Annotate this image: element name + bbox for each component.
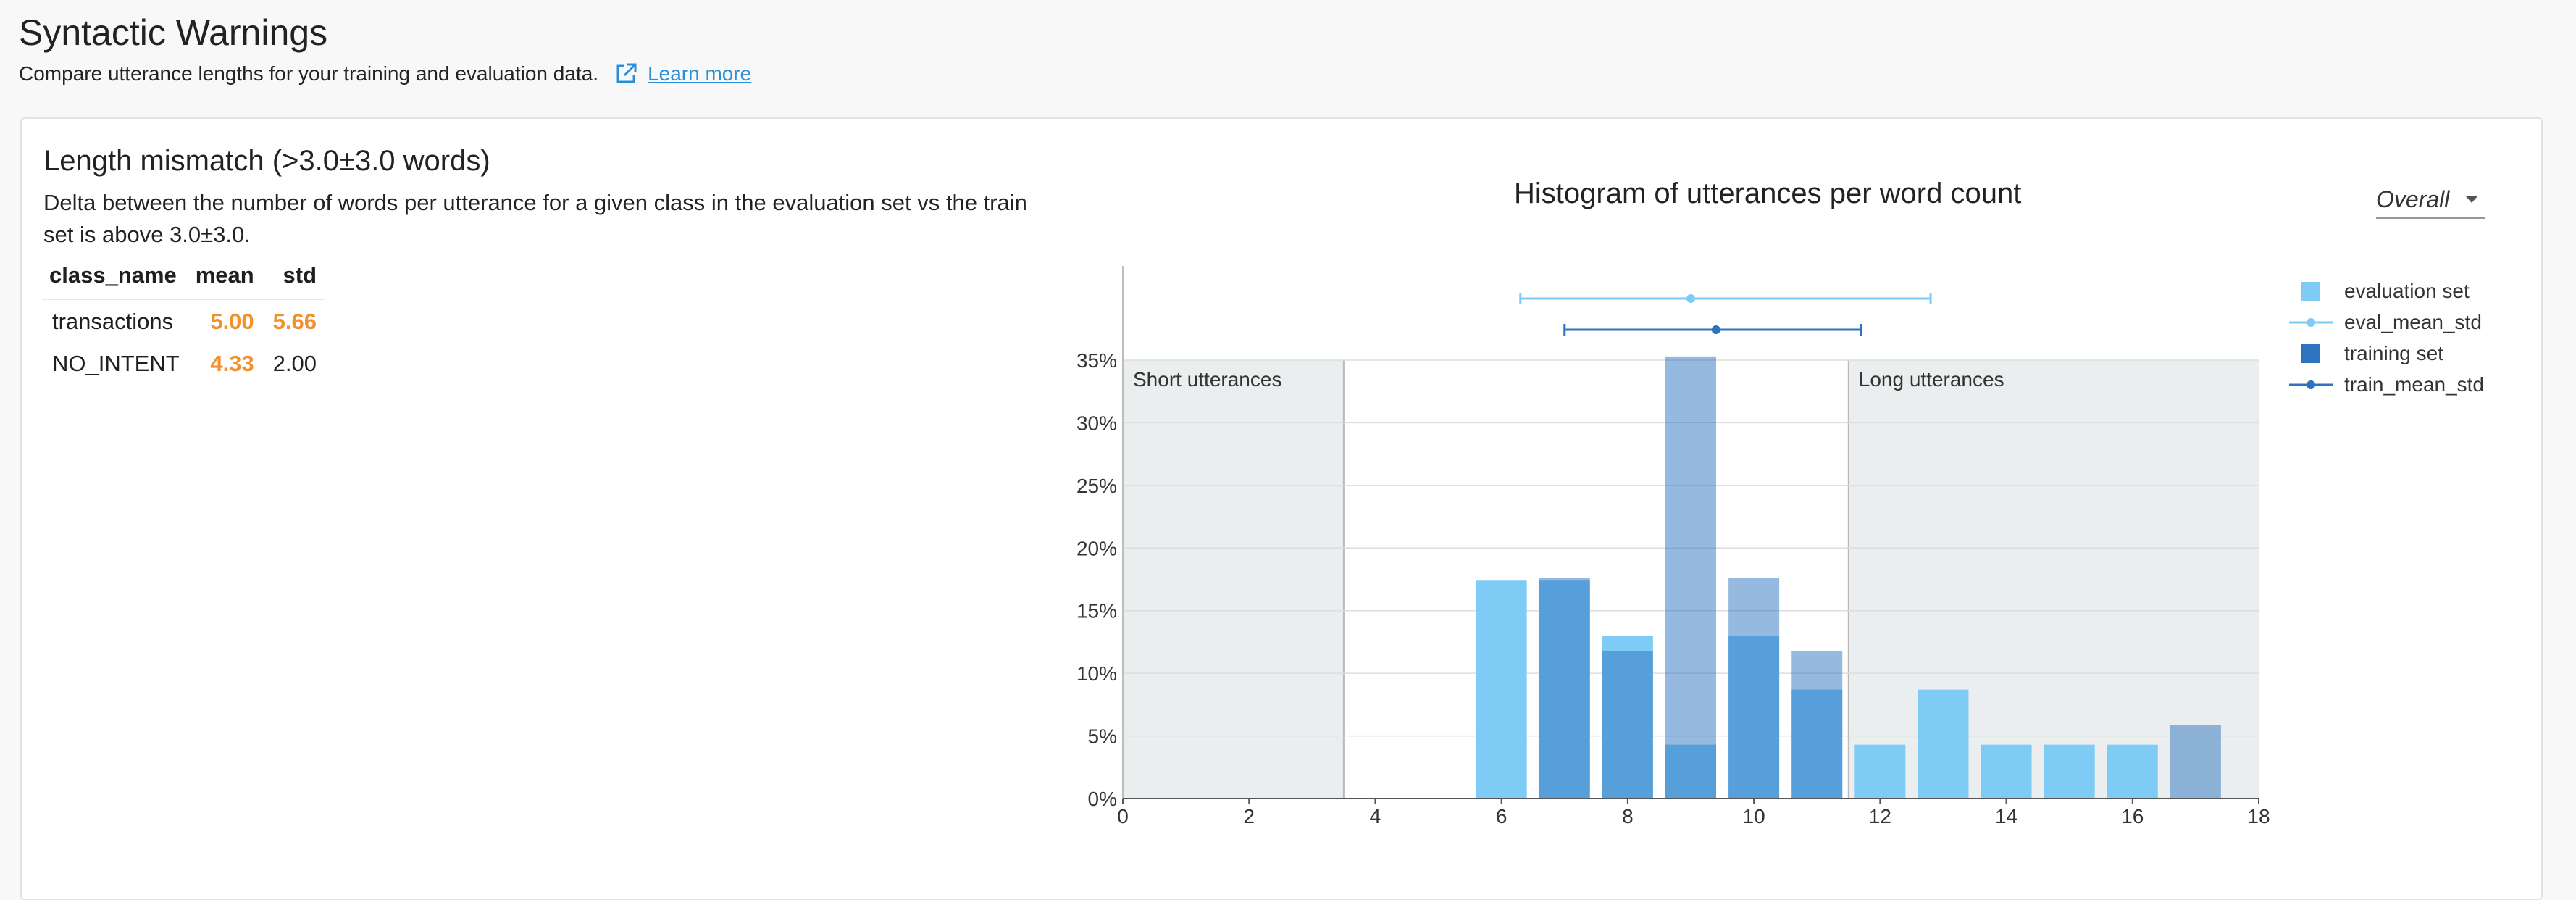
legend-label: training set xyxy=(2344,341,2443,364)
histogram-chart: Short utterances Long utterances 0% 5% 10% 15… xyxy=(1076,266,2270,828)
chart-legend: evaluation set eval_mean_std training se… xyxy=(2289,275,2484,400)
region-short xyxy=(1123,360,1344,799)
stats-table: class_name mean std transactions 5.00 5.… xyxy=(42,258,326,384)
header-mean: mean xyxy=(188,258,263,300)
cell-class-name: transactions xyxy=(52,309,174,334)
region-label: Long utterances xyxy=(1859,368,2004,391)
legend-label: evaluation set xyxy=(2344,279,2470,302)
eval_mean_std-mean-point xyxy=(1686,294,1695,303)
legend-item-eval-mean-std[interactable]: eval_mean_std xyxy=(2289,307,2484,338)
caret-down-icon xyxy=(2466,196,2477,203)
square-icon xyxy=(2289,343,2333,364)
cell-class-name: NO_INTENT xyxy=(52,351,180,376)
y-tick-label: 15% xyxy=(1076,600,1117,622)
learn-more-link[interactable]: Learn more xyxy=(614,62,751,86)
eval-bar xyxy=(2044,744,2095,799)
x-tick-label: 14 xyxy=(1995,805,2017,828)
train-bar xyxy=(1791,651,1843,799)
header-std: std xyxy=(262,258,326,300)
eval-bar xyxy=(2107,744,2158,799)
line-dot-icon xyxy=(2289,312,2333,333)
legend-item-train-mean-std[interactable]: train_mean_std xyxy=(2289,369,2484,400)
cell-mean: 5.00 xyxy=(210,309,254,334)
train-bar xyxy=(1539,578,1590,799)
x-tick-label: 2 xyxy=(1243,805,1255,828)
header-class-name: class_name xyxy=(42,258,188,300)
train-bar xyxy=(1602,651,1653,799)
class-select-dropdown[interactable]: Overall xyxy=(2376,181,2485,219)
x-tick-label: 18 xyxy=(2247,805,2270,828)
stats-header-row: class_name mean std xyxy=(42,258,326,300)
cell-std: 2.00 xyxy=(272,351,317,376)
table-row: NO_INTENT 4.33 2.00 xyxy=(42,342,325,384)
x-tick-label: 0 xyxy=(1117,805,1129,828)
y-tick-label: 25% xyxy=(1076,475,1117,497)
learn-more-label: Learn more xyxy=(648,62,752,85)
region-label: Short utterances xyxy=(1133,368,1281,391)
x-tick-label: 16 xyxy=(2121,805,2144,828)
x-tick-label: 6 xyxy=(1496,805,1507,828)
eval-bar xyxy=(1981,744,2032,799)
train_mean_std-mean-point xyxy=(1711,325,1720,334)
legend-item-training-set[interactable]: training set xyxy=(2289,338,2484,369)
eval-bar xyxy=(1854,744,1906,799)
eval-bar xyxy=(1476,580,1527,799)
y-tick-label: 5% xyxy=(1088,725,1117,748)
x-tick-label: 4 xyxy=(1370,805,1381,828)
square-icon xyxy=(2289,280,2333,302)
chart-title: Histogram of utterances per word count xyxy=(1514,178,2022,209)
y-tick-label: 10% xyxy=(1076,662,1117,685)
page-subtitle: Compare utterance lengths for your train… xyxy=(19,62,599,85)
x-tick-label: 12 xyxy=(1869,805,1891,828)
x-tick-label: 8 xyxy=(1622,805,1634,828)
table-row: transactions 5.00 5.66 xyxy=(42,299,325,342)
cell-std: 5.66 xyxy=(272,309,317,334)
train-bar xyxy=(2170,725,2221,799)
eval-bar xyxy=(1918,689,1969,799)
x-tick-label: 10 xyxy=(1743,805,1765,828)
legend-label: eval_mean_std xyxy=(2344,310,2482,333)
train-bar xyxy=(1728,578,1780,799)
page-title: Syntactic Warnings xyxy=(19,12,328,53)
dropdown-selected-value: Overall xyxy=(2376,186,2450,212)
line-dot-icon xyxy=(2289,374,2333,396)
y-tick-label: 0% xyxy=(1088,788,1117,810)
y-tick-label: 20% xyxy=(1076,537,1117,559)
cell-mean: 4.33 xyxy=(210,351,254,376)
train-bar xyxy=(1665,356,1716,799)
y-tick-label: 30% xyxy=(1076,412,1117,434)
external-link-icon xyxy=(616,63,637,83)
y-tick-label: 35% xyxy=(1076,349,1117,372)
legend-label: train_mean_std xyxy=(2344,372,2485,396)
page-subtitle-row: Compare utterance lengths for your train… xyxy=(19,62,751,86)
legend-item-evaluation-set[interactable]: evaluation set xyxy=(2289,275,2484,307)
warning-title: Length mismatch (>3.0±3.0 words) xyxy=(43,145,490,177)
warning-description: Delta between the number of words per ut… xyxy=(43,190,1027,247)
